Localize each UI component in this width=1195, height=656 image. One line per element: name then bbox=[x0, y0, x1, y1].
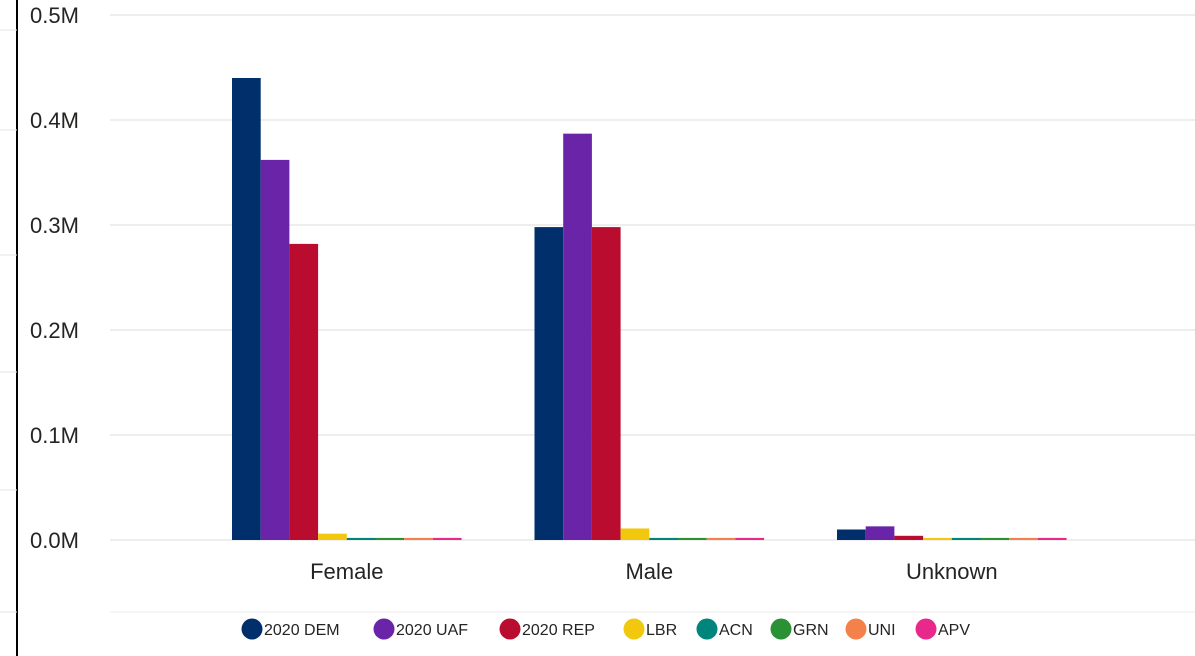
bar[interactable] bbox=[1009, 537, 1038, 540]
bar[interactable] bbox=[232, 78, 261, 540]
legend-label: ACN bbox=[719, 622, 753, 639]
bar[interactable] bbox=[649, 537, 678, 540]
bar[interactable] bbox=[260, 159, 290, 540]
legend-label: 2020 UAF bbox=[396, 622, 468, 639]
left-stubs bbox=[0, 29, 17, 613]
bar[interactable] bbox=[1037, 537, 1067, 540]
bar[interactable] bbox=[865, 526, 895, 540]
bar[interactable] bbox=[534, 227, 564, 540]
bar[interactable] bbox=[346, 537, 376, 540]
bar[interactable] bbox=[591, 227, 621, 540]
bar[interactable] bbox=[375, 537, 405, 540]
y-tick-label: 0.2M bbox=[30, 318, 79, 343]
legend-label: UNI bbox=[868, 622, 896, 639]
legend-swatch bbox=[373, 618, 395, 640]
bar[interactable] bbox=[620, 528, 650, 540]
y-tick-label: 0.3M bbox=[30, 213, 79, 238]
bar[interactable] bbox=[289, 243, 319, 540]
bar[interactable] bbox=[894, 535, 924, 540]
legend-item[interactable]: GRN bbox=[770, 618, 829, 640]
legend-swatch bbox=[499, 618, 521, 640]
legend-swatch bbox=[845, 618, 867, 640]
legend-item[interactable]: APV bbox=[915, 618, 971, 640]
y-tick-label: 0.0M bbox=[30, 528, 79, 553]
bar[interactable] bbox=[678, 537, 707, 540]
legend-item[interactable]: LBR bbox=[623, 618, 678, 640]
x-category-label: Unknown bbox=[906, 559, 998, 584]
x-category-label: Male bbox=[625, 559, 673, 584]
bar[interactable] bbox=[735, 537, 765, 540]
legend-item[interactable]: UNI bbox=[845, 618, 896, 640]
y-tick-label: 0.1M bbox=[30, 423, 79, 448]
bar[interactable] bbox=[923, 537, 952, 540]
legend-item[interactable]: 2020 DEM bbox=[241, 618, 340, 640]
legend-swatch bbox=[696, 618, 718, 640]
bar[interactable] bbox=[404, 537, 433, 540]
x-axis: Female Male Unknown bbox=[310, 559, 998, 584]
legend-label: 2020 REP bbox=[522, 622, 595, 639]
bar[interactable] bbox=[951, 537, 981, 540]
legend-label: APV bbox=[938, 622, 970, 639]
legend-swatch bbox=[915, 618, 937, 640]
legend-label: LBR bbox=[646, 622, 677, 639]
bars bbox=[232, 78, 1067, 540]
bar[interactable] bbox=[318, 533, 347, 540]
y-tick-label: 0.4M bbox=[30, 108, 79, 133]
bar[interactable] bbox=[432, 537, 462, 540]
legend-swatch bbox=[770, 618, 792, 640]
legend-item[interactable]: 2020 REP bbox=[499, 618, 595, 640]
legend-item[interactable]: ACN bbox=[696, 618, 753, 640]
y-tick-label: 0.5M bbox=[30, 3, 79, 28]
gridlines bbox=[110, 14, 1195, 613]
legend-label: 2020 DEM bbox=[264, 622, 340, 639]
bar[interactable] bbox=[706, 537, 736, 540]
bar[interactable] bbox=[563, 133, 592, 540]
bar[interactable] bbox=[980, 537, 1010, 540]
y-axis: 0.0M 0.1M 0.2M 0.3M 0.4M 0.5M bbox=[30, 3, 79, 553]
bar[interactable] bbox=[837, 529, 866, 541]
legend-swatch bbox=[241, 618, 263, 640]
legend-item[interactable]: 2020 UAF bbox=[373, 618, 469, 640]
legend: 2020 DEM 2020 UAF 2020 REP LBR ACN GRN UNI APV bbox=[241, 618, 971, 640]
legend-swatch bbox=[623, 618, 645, 640]
legend-label: GRN bbox=[793, 622, 829, 639]
x-category-label: Female bbox=[310, 559, 383, 584]
